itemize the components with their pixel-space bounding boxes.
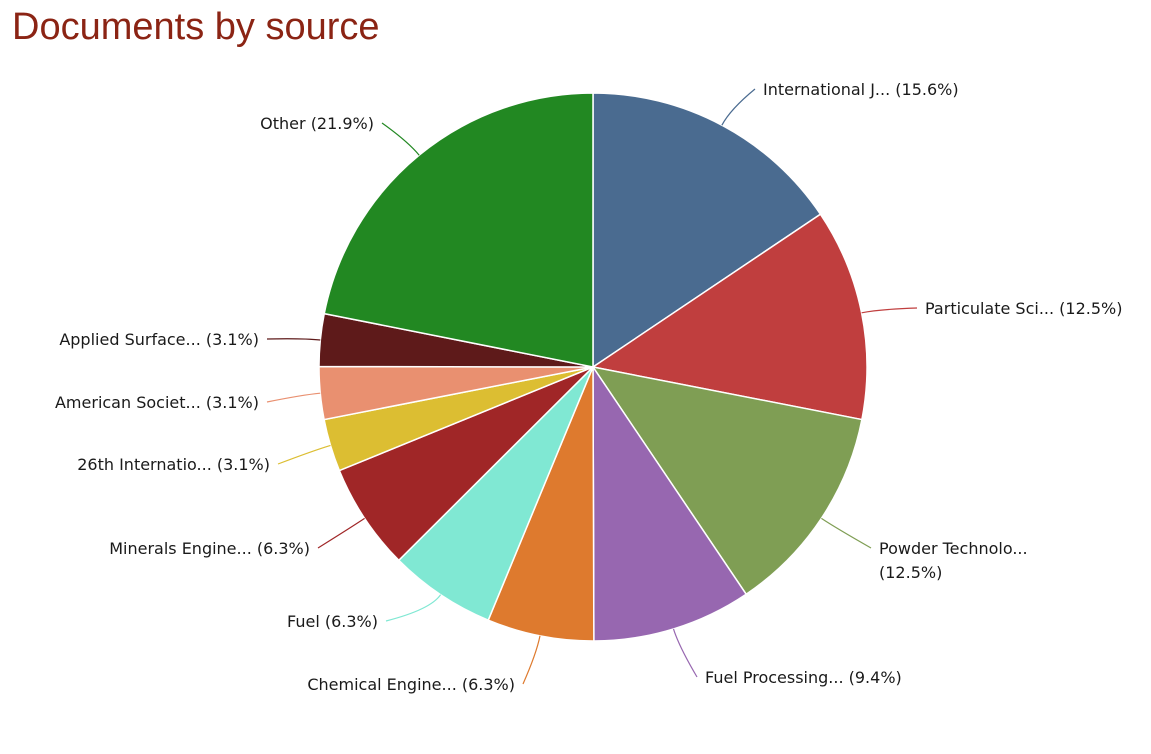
leader-line	[266, 392, 321, 403]
slice-label: Chemical Engine... (6.3%)	[307, 675, 515, 694]
slice-label: Fuel Processing... (9.4%)	[705, 668, 902, 687]
slice-label: Other (21.9%)	[260, 114, 374, 133]
leader-line	[266, 338, 321, 341]
leader-line	[381, 122, 420, 156]
leader-line	[522, 635, 541, 685]
slice-label: International J... (15.6%)	[763, 80, 959, 99]
slice-labels: International J... (15.6%) Particulate Sc…	[55, 80, 1123, 694]
leader-line	[277, 444, 331, 465]
pie-slices	[318, 92, 868, 642]
slice-label: 26th Internatio... (3.1%)	[77, 455, 270, 474]
leader-line	[821, 517, 872, 549]
leader-line	[672, 628, 698, 678]
leader-line	[721, 88, 756, 126]
slice-label: American Societ... (3.1%)	[55, 393, 259, 412]
slice-label: Particulate Sci... (12.5%)	[925, 299, 1122, 318]
chart-title: Documents by source	[12, 6, 380, 48]
leader-lines	[266, 88, 918, 685]
pie-slice[interactable]	[591, 213, 868, 421]
pie-slice[interactable]	[592, 92, 822, 369]
leader-line	[385, 594, 442, 622]
slice-label: Minerals Engine... (6.3%)	[109, 539, 310, 558]
slice-label: Powder Technolo... (12.5%)	[879, 539, 1028, 582]
pie-slice[interactable]	[591, 365, 863, 596]
slice-label: Applied Surface... (3.1%)	[59, 330, 259, 349]
leader-line	[317, 517, 365, 549]
leader-line	[861, 307, 918, 314]
slice-label: Fuel (6.3%)	[287, 612, 378, 631]
